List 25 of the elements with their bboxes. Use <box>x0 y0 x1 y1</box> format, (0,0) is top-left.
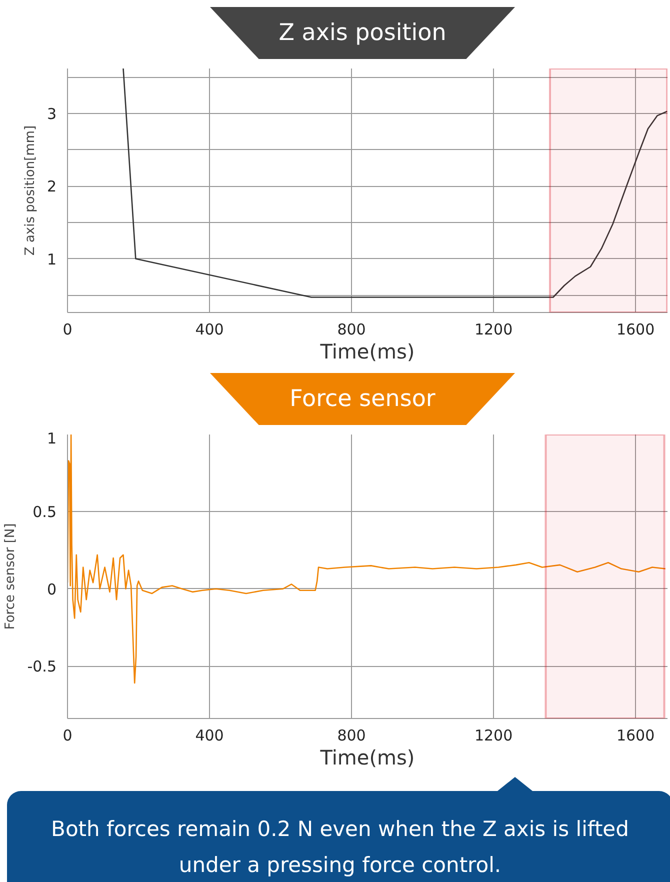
x-tick-label: 0 <box>62 726 72 744</box>
y-tick-label: 0 <box>46 580 57 598</box>
x-tick-label: 1600 <box>616 320 655 338</box>
x-tick-label: 800 <box>337 726 366 744</box>
y-tick-label: 3 <box>46 105 57 124</box>
line-series <box>122 68 668 298</box>
y-tick-label: 0.5 <box>32 503 57 522</box>
y-tick-label: -0.5 <box>27 658 57 676</box>
x-tick-label: 1200 <box>474 320 513 338</box>
chart-title: Z axis position <box>210 7 515 59</box>
y-axis-title: Force sensor [N] <box>3 523 18 630</box>
chart-title: Force sensor <box>210 373 515 425</box>
x-axis-title: Time(ms) <box>319 746 415 770</box>
y-tick-label: 2 <box>46 178 57 196</box>
x-tick-label: 1200 <box>474 726 513 744</box>
x-tick-label: 800 <box>337 320 366 338</box>
x-tick-label: 400 <box>195 726 224 744</box>
x-axis-title: Time(ms) <box>319 340 415 364</box>
y-axis-title: Z axis position[mm] <box>22 125 38 256</box>
text: Both forces remain 0.2 N even when the Z axis is lifted under a pressing force control. <box>50 816 630 879</box>
x-tick-label: 1600 <box>616 726 655 744</box>
y-tick-label: 1 <box>46 430 57 448</box>
x-tick-label: 400 <box>195 320 224 338</box>
y-tick-label: 1 <box>46 250 57 268</box>
x-tick-label: 0 <box>62 320 72 338</box>
